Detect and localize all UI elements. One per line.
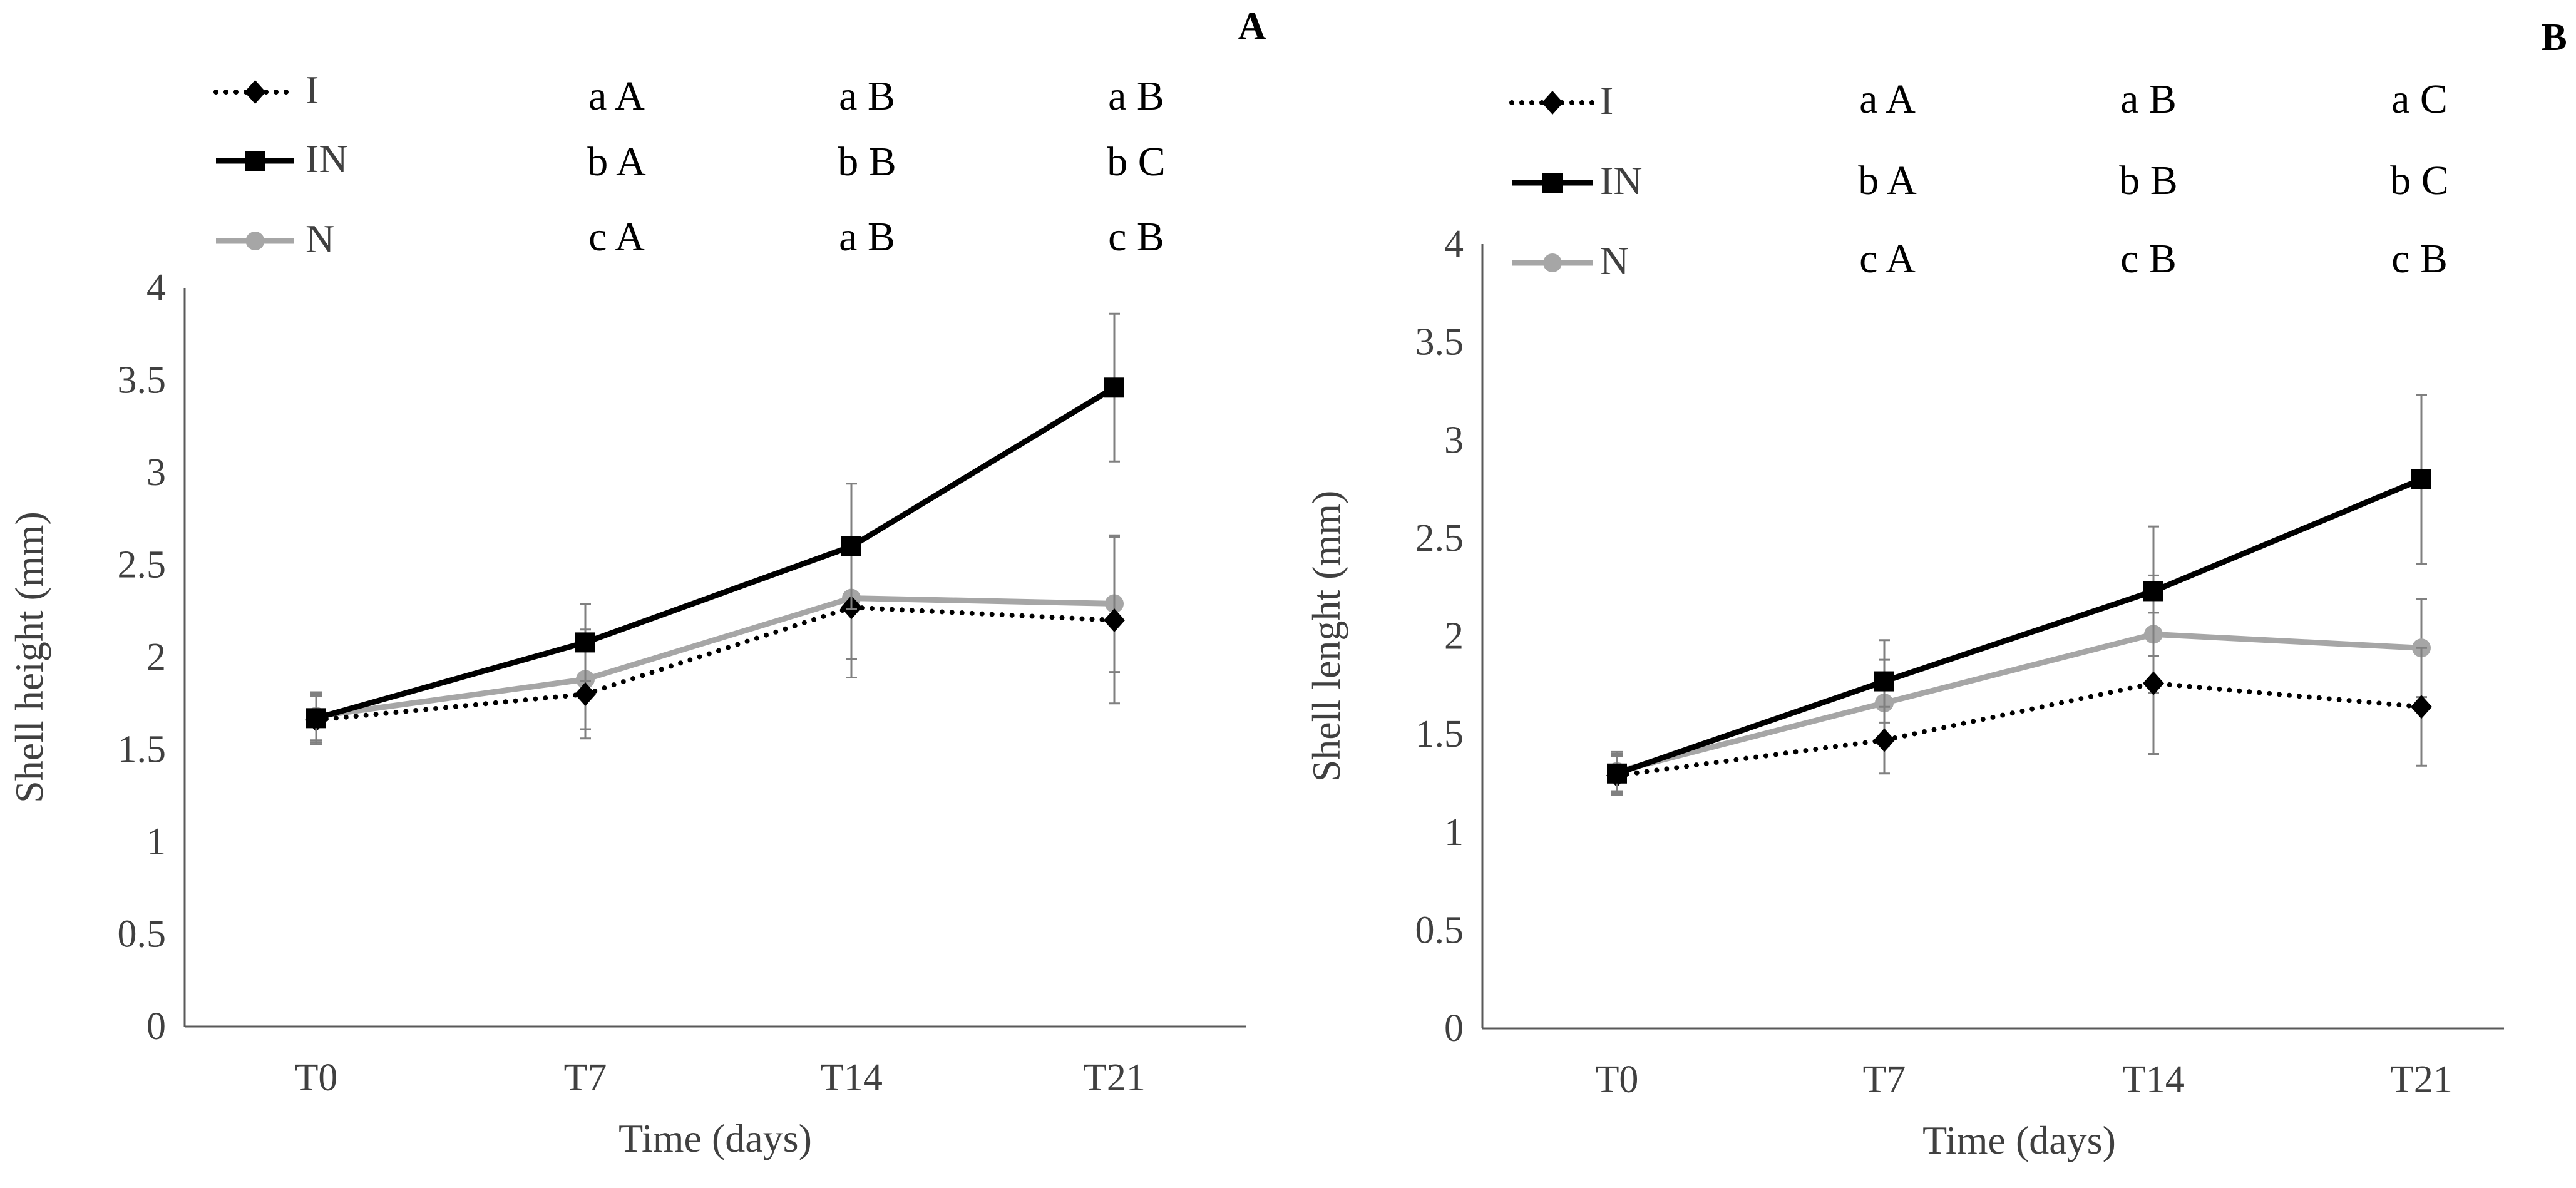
significance-letters: c B [2391, 236, 2448, 282]
legend-entry-i: I [213, 68, 319, 112]
panel-label: A [1238, 5, 1266, 48]
y-tick-label: 2.5 [1415, 517, 1464, 560]
series-line-n [316, 595, 1115, 719]
series-line-in [315, 385, 1116, 721]
significance-letters: b A [587, 139, 646, 185]
x-axis-title: Time (days) [1922, 1118, 2116, 1162]
series-in [1607, 394, 2431, 794]
x-axis-title: Time (days) [618, 1116, 812, 1160]
x-tick-label: T14 [2122, 1058, 2185, 1101]
y-tick-label: 0 [146, 1005, 166, 1048]
series-line-i [314, 605, 1117, 723]
x-tick-label: T21 [2390, 1058, 2453, 1101]
significance-letters: c A [1859, 236, 1916, 282]
data-point-i [1104, 608, 1125, 632]
y-tick-label: 1 [146, 821, 166, 863]
series-line-n [1616, 631, 2422, 775]
legend-marker [245, 151, 265, 171]
y-axis-title: Shell height (mm) [7, 511, 51, 803]
legend-label: N [1600, 238, 1629, 283]
series-line-i [1614, 680, 2424, 778]
data-point-i [2411, 695, 2432, 719]
y-tick-label: 4 [1444, 223, 1464, 265]
legend-label: IN [1600, 158, 1643, 203]
panel-a-chart: 0 0.5 1 1.5 2 2.5 3 3.5 4 T0 T7 T14 T21 Time (days) Sh… [7, 5, 1266, 1160]
data-point-i [575, 682, 596, 706]
data-point-in [2411, 469, 2431, 489]
significance-letters: b C [1107, 139, 1166, 185]
significance-letters: a A [588, 73, 645, 119]
data-point-in [306, 708, 326, 729]
significance-letters: a C [2391, 76, 2448, 122]
legend-marker [244, 80, 266, 104]
significance-letters: b C [2390, 158, 2449, 203]
x-tick-label: T21 [1083, 1057, 1146, 1099]
significance-letters: a B [1108, 73, 1164, 119]
legend-label: I [1600, 78, 1613, 123]
legend-entry-i: I [1509, 78, 1613, 123]
y-tick-label: 3.5 [1415, 321, 1464, 364]
legend-entry-in: IN [216, 136, 348, 181]
legend-label: N [305, 217, 334, 261]
significance-letters: a B [839, 73, 895, 119]
data-point-i [2143, 671, 2164, 695]
significance-letters: c B [1108, 214, 1164, 260]
data-point-in [575, 632, 595, 653]
legend-label: I [305, 68, 319, 112]
significance-letters: b B [838, 139, 896, 185]
x-tick-label: T0 [295, 1057, 338, 1099]
x-tick-label: T0 [1596, 1058, 1639, 1101]
series-in [306, 312, 1124, 744]
data-point-in [841, 536, 861, 556]
series-line-in [1616, 476, 2423, 777]
data-point-in [2143, 581, 2163, 602]
x-tick-label: T7 [1863, 1058, 1906, 1101]
legend-marker [1542, 91, 1563, 115]
significance-letters: c B [2120, 236, 2177, 282]
legend-entry-n: N [1512, 238, 1629, 283]
data-point-i [1874, 728, 1895, 752]
legend-marker [1542, 173, 1563, 193]
y-tick-label: 4 [146, 267, 166, 309]
y-tick-label: 0.5 [1415, 909, 1464, 951]
x-tick-label: T7 [564, 1057, 607, 1099]
y-tick-label: 3 [1444, 419, 1464, 461]
significance-letters: a B [2120, 76, 2177, 122]
legend-entry-in: IN [1512, 158, 1643, 203]
y-tick-label: 2 [1444, 615, 1464, 658]
y-tick-label: 1.5 [118, 729, 167, 771]
y-axis-title: Shell lenght (mm) [1304, 491, 1348, 782]
significance-letters: b B [2119, 158, 2178, 203]
significance-letters: a A [1859, 76, 1916, 122]
y-tick-label: 3 [146, 451, 166, 494]
significance-letters: b A [1858, 158, 1917, 203]
legend-marker [1543, 253, 1562, 272]
x-tick-label: T14 [820, 1057, 883, 1099]
y-tick-label: 0 [1444, 1007, 1464, 1050]
significance-letters: a B [839, 214, 895, 260]
panel-b-chart: 0 0.5 1 1.5 2 2.5 3 3.5 4 T0 T7 T14 T21 Time (days) Sh… [1304, 16, 2567, 1162]
y-tick-label: 2.5 [118, 544, 167, 586]
data-point-in [1607, 763, 1627, 784]
panel-label: B [2541, 16, 2567, 59]
significance-letters: c A [588, 214, 645, 260]
y-tick-label: 1.5 [1415, 713, 1464, 755]
y-tick-label: 2 [146, 636, 166, 678]
legend-marker [245, 232, 265, 250]
y-tick-label: 3.5 [118, 359, 167, 402]
legend-entry-n: N [216, 217, 334, 261]
data-point-in [1104, 377, 1124, 398]
data-point-in [1874, 671, 1894, 692]
y-tick-label: 1 [1444, 811, 1464, 854]
legend-label: IN [305, 136, 348, 181]
y-tick-label: 0.5 [118, 913, 167, 956]
